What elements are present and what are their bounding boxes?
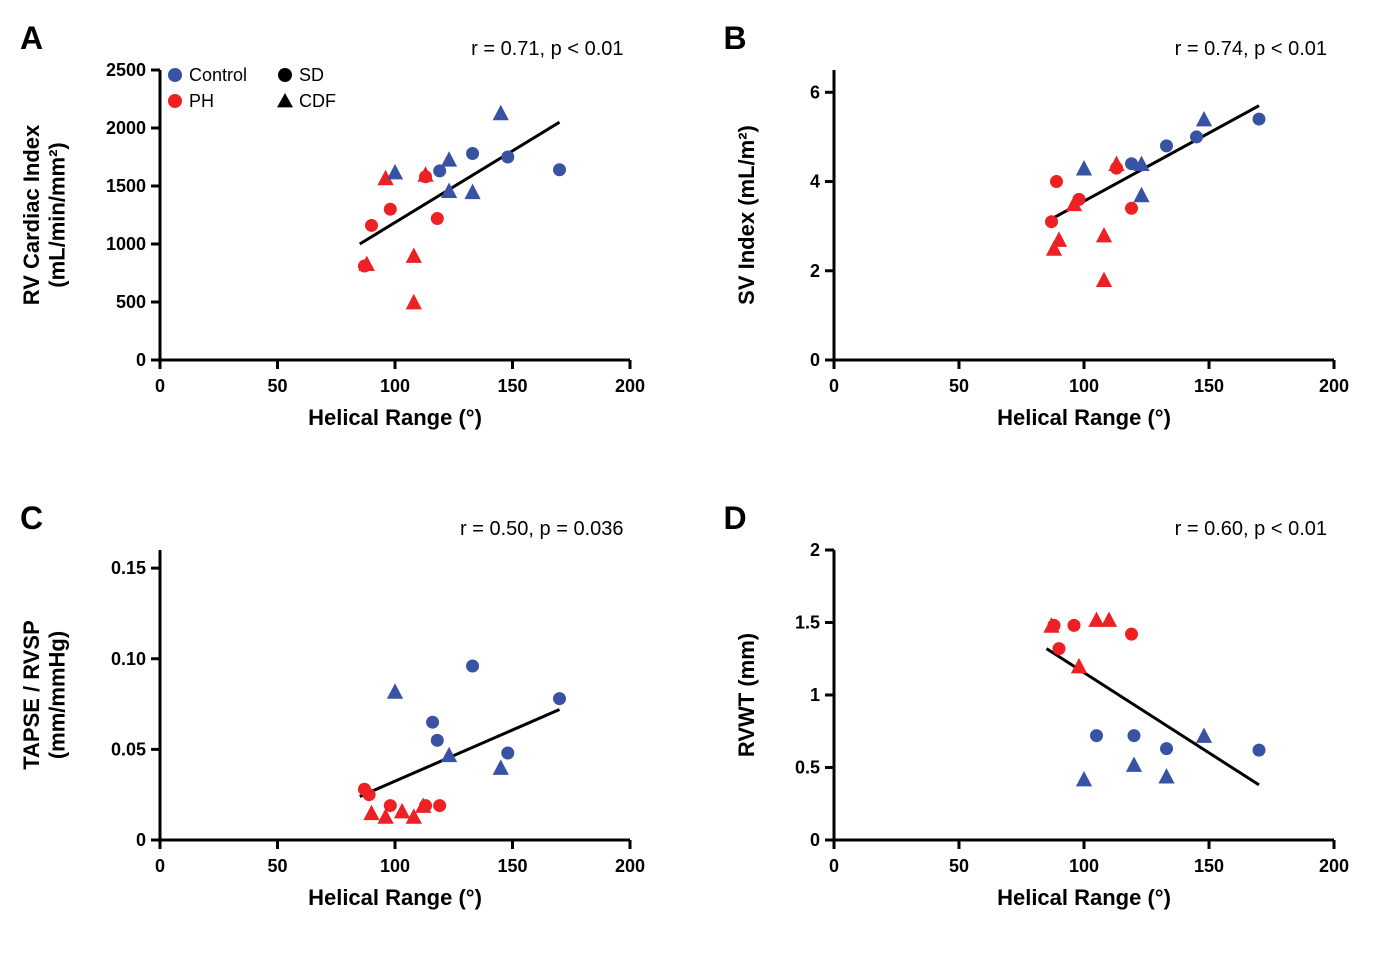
svg-text:100: 100 [380, 856, 410, 876]
svg-text:2: 2 [809, 261, 819, 281]
svg-text:Helical Range (°): Helical Range (°) [997, 885, 1171, 910]
svg-text:0: 0 [828, 376, 838, 396]
panel-a: A r = 0.71, p < 0.01 0501001502000500100… [20, 20, 664, 460]
panel-c: C r = 0.50, p = 0.036 05010015020000.050… [20, 500, 664, 940]
svg-text:2500: 2500 [106, 60, 146, 80]
svg-text:SD: SD [299, 65, 324, 85]
svg-text:50: 50 [948, 376, 968, 396]
chart-b: 0 50 100 150 200 0 2 4 6 Helical Range (°) SV Inde… [724, 20, 1364, 450]
svg-text:6: 6 [809, 82, 819, 102]
svg-text:2: 2 [809, 540, 819, 560]
svg-text:2000: 2000 [106, 118, 146, 138]
stats-c: r = 0.50, p = 0.036 [460, 518, 623, 541]
panel-letter-c: C [20, 500, 43, 537]
svg-text:RV Cardiac Index(mL/min/mm²): RV Cardiac Index(mL/min/mm²) [20, 124, 69, 305]
svg-text:100: 100 [1068, 376, 1098, 396]
chart-a: 05010015020005001000150020002500Helical … [20, 20, 660, 450]
svg-text:100: 100 [1068, 856, 1098, 876]
chart-c: 0 50 100 150 200 0 0.05 0.10 0.15 Helical Range (… [20, 500, 660, 930]
svg-text:200: 200 [1318, 376, 1348, 396]
panel-letter-a: A [20, 20, 43, 57]
stats-a: r = 0.71, p < 0.01 [471, 38, 623, 61]
svg-text:SV Index (mL/m²): SV Index (mL/m²) [734, 125, 759, 305]
svg-text:1.5: 1.5 [794, 613, 819, 633]
figure-grid: A r = 0.71, p < 0.01 0501001502000500100… [20, 20, 1367, 940]
svg-text:500: 500 [116, 292, 146, 312]
chart-d: 0 50 100 150 200 0 0.5 1 1.5 2 Helical Range (°) RV… [724, 500, 1364, 930]
svg-text:0: 0 [828, 856, 838, 876]
svg-text:50: 50 [948, 856, 968, 876]
panel-letter-d: D [724, 500, 747, 537]
stats-b: r = 0.74, p < 0.01 [1175, 38, 1327, 61]
svg-text:200: 200 [1318, 856, 1348, 876]
svg-text:Helical Range (°): Helical Range (°) [997, 405, 1171, 430]
stats-d: r = 0.60, p < 0.01 [1175, 518, 1327, 541]
svg-text:PH: PH [189, 91, 214, 111]
svg-text:Helical Range (°): Helical Range (°) [308, 885, 482, 910]
svg-text:Helical Range (°): Helical Range (°) [308, 405, 482, 430]
svg-text:0: 0 [809, 350, 819, 370]
svg-text:0: 0 [136, 350, 146, 370]
svg-text:RVWT (mm): RVWT (mm) [734, 633, 759, 757]
svg-text:150: 150 [497, 856, 527, 876]
svg-text:150: 150 [497, 376, 527, 396]
svg-text:150: 150 [1193, 376, 1223, 396]
svg-text:0.15: 0.15 [111, 558, 146, 578]
svg-text:0.5: 0.5 [794, 758, 819, 778]
svg-text:50: 50 [267, 856, 287, 876]
svg-text:1000: 1000 [106, 234, 146, 254]
svg-text:1500: 1500 [106, 176, 146, 196]
svg-text:4: 4 [809, 172, 819, 192]
svg-text:0.05: 0.05 [111, 739, 146, 759]
svg-text:0.10: 0.10 [111, 649, 146, 669]
svg-text:1: 1 [809, 685, 819, 705]
svg-text:TAPSE / RVSP(mm/mmHg): TAPSE / RVSP(mm/mmHg) [20, 620, 69, 770]
panel-d: D r = 0.60, p < 0.01 0 50 100 150 200 0 0.5 1 1.… [724, 500, 1368, 940]
svg-text:200: 200 [615, 856, 645, 876]
svg-text:200: 200 [615, 376, 645, 396]
svg-text:100: 100 [380, 376, 410, 396]
svg-text:150: 150 [1193, 856, 1223, 876]
svg-text:0: 0 [136, 830, 146, 850]
panel-b: B r = 0.74, p < 0.01 0 50 100 150 200 0 2 4 6 Hel… [724, 20, 1368, 460]
svg-text:Control: Control [189, 65, 247, 85]
svg-text:0: 0 [155, 376, 165, 396]
panel-letter-b: B [724, 20, 747, 57]
svg-text:50: 50 [267, 376, 287, 396]
svg-text:CDF: CDF [299, 91, 336, 111]
svg-text:0: 0 [155, 856, 165, 876]
svg-text:0: 0 [809, 830, 819, 850]
